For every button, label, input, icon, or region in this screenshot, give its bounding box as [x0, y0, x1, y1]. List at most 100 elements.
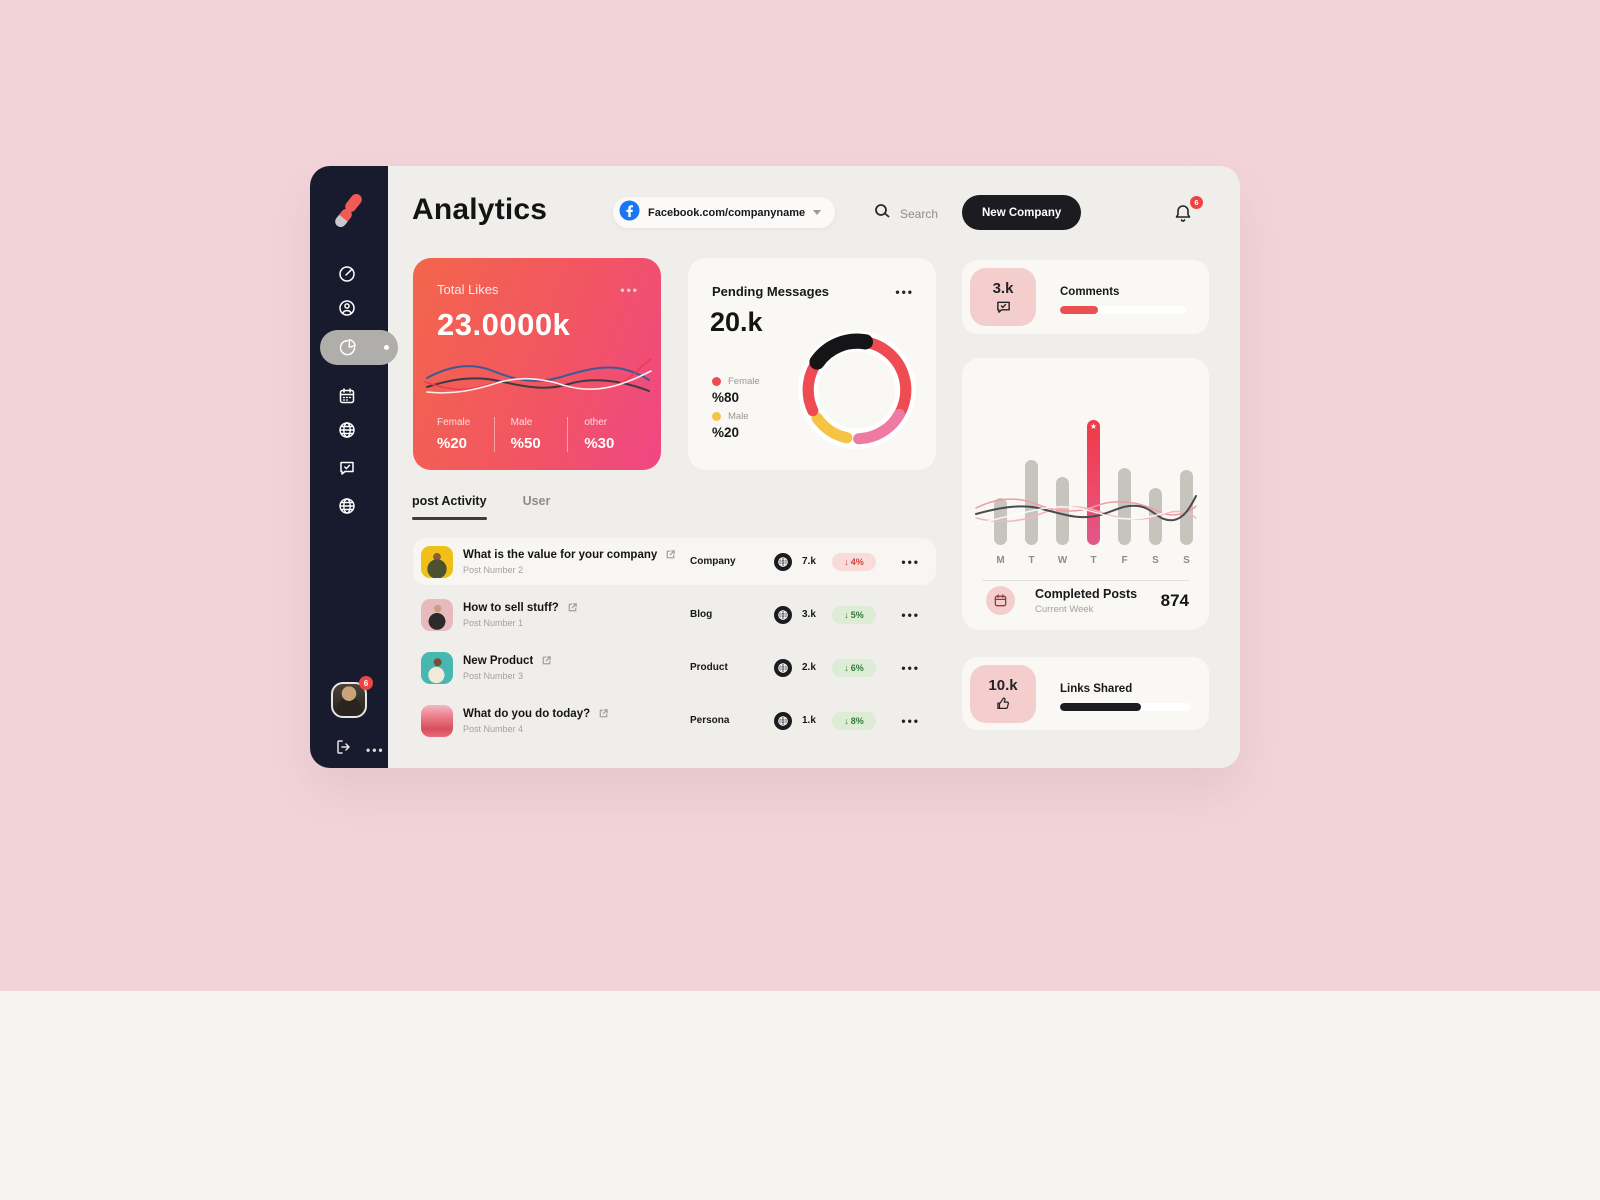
completed-posts-subtitle: Current Week — [1035, 603, 1094, 615]
post-view-count: 3.k — [802, 609, 816, 620]
post-menu-icon[interactable] — [901, 556, 926, 568]
post-row[interactable]: New Product Post Number 3 Product 2.k ↓ 6… — [413, 644, 936, 691]
links-shared-progress-bar — [1060, 703, 1190, 711]
total-likes-card: Total Likes 23.0000k Female%20 Male%50oth… — [413, 258, 661, 470]
external-link-icon[interactable] — [541, 655, 552, 666]
arrow-down-icon: ↓ — [844, 662, 849, 673]
company-selector-label: Facebook.com/companyname — [648, 206, 806, 219]
comment-icon — [996, 301, 1010, 313]
post-thumbnail — [421, 545, 453, 578]
comments-count: 3.k — [992, 279, 1014, 297]
calendar-badge-icon — [986, 586, 1015, 615]
total-likes-sparkline — [424, 358, 652, 394]
comments-card: 3.k Comments — [962, 260, 1209, 334]
post-menu-icon[interactable] — [901, 715, 926, 727]
tab-user[interactable]: User — [522, 494, 551, 508]
pending-messages-title: Pending Messages — [712, 284, 830, 299]
app-logo — [332, 192, 366, 235]
post-activity-list: What is the value for your company Post … — [413, 538, 936, 744]
total-likes-title: Total Likes — [437, 282, 499, 297]
post-menu-icon[interactable] — [901, 662, 926, 674]
post-subtitle: Post Number 3 — [463, 670, 524, 681]
sidebar-item-profile-icon[interactable] — [337, 298, 357, 318]
search-button[interactable]: Search — [874, 203, 938, 225]
post-subtitle: Post Number 2 — [463, 564, 524, 575]
pending-messages-value: 20.k — [710, 307, 763, 337]
sidebar-item-calendar-icon[interactable] — [337, 386, 357, 406]
globe-icon — [774, 658, 792, 677]
post-title: What is the value for your company — [463, 548, 658, 561]
post-change-badge: ↓ 6% — [832, 658, 876, 677]
post-row[interactable]: What do you do today? Post Number 4 Pers… — [413, 697, 936, 744]
avatar-notification-badge: 6 — [359, 676, 373, 690]
sidebar-item-globe-icon[interactable] — [337, 420, 357, 440]
logout-icon[interactable] — [335, 738, 353, 756]
post-view-count: 1.k — [802, 715, 816, 726]
external-link-icon[interactable] — [598, 708, 609, 719]
divider — [982, 580, 1189, 581]
post-row[interactable]: How to sell stuff? Post Number 1 Blog 3.… — [413, 591, 936, 638]
bell-icon — [1175, 205, 1191, 222]
pending-messages-menu-icon[interactable] — [895, 286, 914, 298]
post-menu-icon[interactable] — [901, 609, 926, 621]
search-icon — [874, 203, 891, 225]
sidebar-item-analytics-active[interactable] — [320, 330, 398, 365]
total-likes-stats: Female %20 Male %50 other %30 — [437, 417, 641, 452]
sidebar-item-web-icon[interactable] — [337, 496, 357, 516]
dashboard-panel: 6 Analytics Facebook.com/companyname — [310, 166, 1240, 768]
sidebar-item-messages-icon[interactable] — [337, 457, 357, 477]
sidebar-more-icon[interactable] — [366, 741, 384, 759]
post-category: Company — [690, 556, 736, 567]
arrow-down-icon: ↓ — [844, 609, 849, 620]
thumbs-up-icon — [997, 697, 1009, 709]
post-thumbnail — [421, 704, 453, 737]
links-shared-card: 10.k Links Shared — [962, 657, 1209, 730]
total-likes-stat: Male %50 — [493, 417, 568, 452]
company-selector[interactable]: Facebook.com/companyname — [613, 197, 836, 228]
links-shared-stat-tile: 10.k — [970, 665, 1036, 723]
post-thumbnail — [421, 651, 453, 684]
post-view-count: 7.k — [802, 556, 816, 567]
pie-chart-icon — [337, 337, 358, 363]
gender-donut-chart — [798, 331, 916, 449]
external-link-icon[interactable] — [567, 602, 578, 613]
total-likes-stat: other %30 — [567, 417, 641, 452]
globe-icon — [774, 711, 792, 730]
sidebar: 6 — [310, 166, 388, 768]
total-likes-menu-icon[interactable] — [620, 284, 639, 296]
post-row[interactable]: What is the value for your company Post … — [413, 538, 936, 585]
weekly-bar-chart: M T W ★ T F S S — [978, 420, 1193, 566]
post-change-badge: ↓ 8% — [832, 711, 876, 730]
legend-item: Male %20 — [712, 411, 749, 440]
post-category: Persona — [690, 715, 730, 726]
legend-item: Female %80 — [712, 376, 760, 405]
chevron-down-icon — [813, 210, 822, 215]
weekly-chart-card: M T W ★ T F S S Completed Posts Current Week 87… — [962, 358, 1209, 630]
comments-label: Comments — [1060, 286, 1120, 298]
external-link-icon[interactable] — [665, 549, 676, 560]
pending-messages-legend: Female %80 Male %20 — [712, 376, 760, 446]
notification-count-badge: 6 — [1190, 196, 1203, 209]
globe-icon — [774, 552, 792, 571]
active-indicator-dot — [384, 345, 389, 350]
post-change-badge: ↓ 5% — [832, 605, 876, 624]
links-shared-count: 10.k — [988, 677, 1018, 694]
tab-post-activity[interactable]: post Activity — [412, 494, 487, 508]
post-category: Product — [690, 662, 728, 673]
completed-posts-value: 874 — [1160, 590, 1189, 610]
notifications-button[interactable]: 6 — [1173, 196, 1203, 229]
search-label: Search — [900, 207, 939, 221]
user-avatar[interactable]: 6 — [331, 676, 373, 722]
star-icon: ★ — [1089, 422, 1098, 431]
pending-messages-card: Pending Messages 20.k Female%80 Male%20 — [688, 258, 936, 470]
comments-progress-bar — [1060, 306, 1186, 314]
post-title: What do you do today? — [463, 707, 591, 720]
comments-stat-tile: 3.k — [970, 268, 1036, 326]
facebook-icon — [619, 200, 640, 226]
sidebar-item-dashboard-icon[interactable] — [337, 264, 357, 284]
new-company-button[interactable]: New Company — [962, 195, 1082, 230]
post-view-count: 2.k — [802, 662, 816, 673]
post-category: Blog — [690, 609, 713, 620]
globe-icon — [774, 605, 792, 624]
page-title: Analytics — [412, 193, 548, 226]
